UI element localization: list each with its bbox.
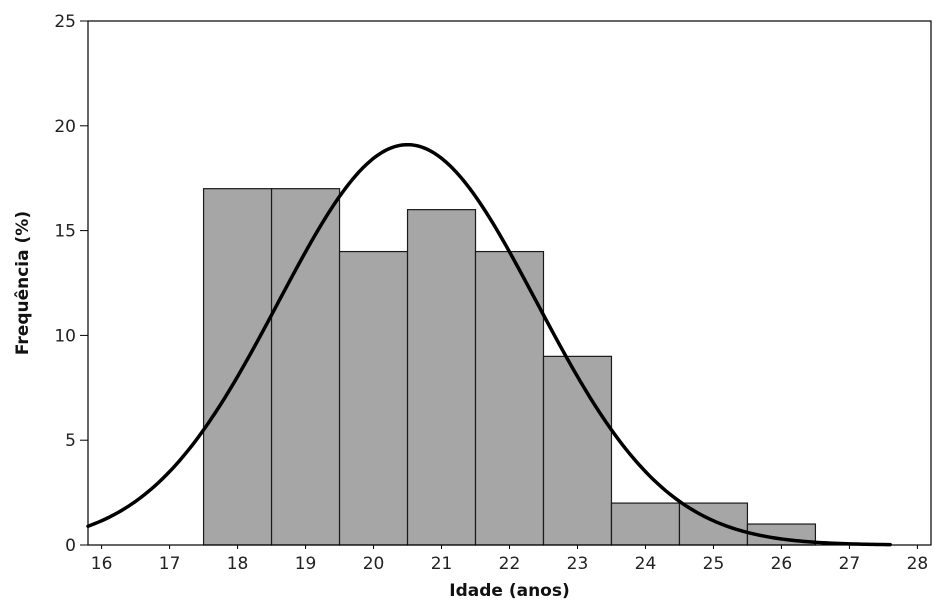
y-tick-label: 25 (54, 12, 76, 32)
x-tick-label: 22 (499, 554, 521, 574)
normal-curve (86, 142, 892, 547)
histogram-bar (542, 355, 613, 546)
x-tick-label: 26 (771, 554, 793, 574)
x-tick-label: 24 (635, 554, 657, 574)
histogram-bars (202, 188, 817, 546)
x-tick-label: 18 (227, 554, 249, 574)
x-axis-label: Idade (anos) (449, 581, 570, 601)
x-axis-ticks: 16 17 18 19 20 21 22 23 24 25 26 27 28 (91, 545, 928, 574)
x-tick-label: 19 (295, 554, 317, 574)
x-tick-label: 23 (567, 554, 589, 574)
histogram-bar (406, 209, 477, 546)
y-tick-label: 5 (65, 431, 76, 451)
y-axis-label: Frequência (%) (13, 211, 33, 355)
histogram-bar (270, 188, 341, 546)
y-tick-label: 20 (54, 117, 76, 137)
x-tick-label: 16 (91, 554, 113, 574)
y-tick-label: 10 (54, 326, 76, 346)
x-tick-label: 21 (431, 554, 453, 574)
histogram-bar (202, 188, 273, 546)
x-tick-label: 17 (159, 554, 181, 574)
histogram-bar (338, 250, 409, 546)
y-tick-label: 15 (54, 222, 76, 242)
x-tick-label: 28 (907, 554, 929, 574)
histogram-bar (610, 502, 681, 546)
x-tick-label: 20 (363, 554, 385, 574)
x-tick-label: 25 (703, 554, 725, 574)
y-tick-label: 0 (65, 536, 76, 556)
y-axis-ticks: 0 5 10 15 20 25 (54, 12, 88, 556)
histogram-bar (474, 250, 545, 546)
x-tick-label: 27 (839, 554, 861, 574)
